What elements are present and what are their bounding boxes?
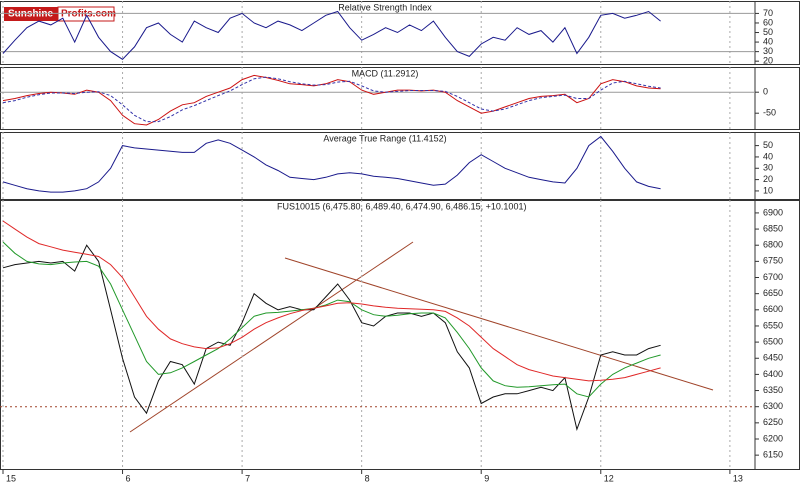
y-tick-label: 6500 (763, 336, 783, 346)
x-tick-label: 8 (365, 473, 370, 483)
y-tick-label: 6800 (763, 240, 783, 250)
y-tick-label: 6250 (763, 417, 783, 427)
logo-box (4, 7, 58, 21)
x-tick-label: 6 (126, 473, 131, 483)
series-line (2, 135, 661, 193)
x-tick-label: 13 (733, 473, 743, 483)
y-tick-label: 6700 (763, 272, 783, 282)
panel-title: MACD (11.2912) (352, 68, 419, 78)
y-tick-label: 6550 (763, 320, 783, 330)
y-tick-label: 6350 (763, 385, 783, 395)
y-tick-label: 0 (763, 87, 768, 97)
series-line (2, 10, 661, 60)
logo-text: Sunshine (8, 9, 53, 20)
y-tick-label: 6850 (763, 223, 783, 233)
panel-title: Relative Strength Index (338, 2, 432, 12)
y-tick-label: 6300 (763, 401, 783, 411)
y-tick-label: 30 (763, 46, 773, 56)
y-tick-label: 20 (763, 56, 773, 66)
series-line (2, 244, 661, 432)
y-tick-label: 60 (763, 17, 773, 27)
x-tick-label: 9 (484, 473, 489, 483)
y-tick-label: 70 (763, 8, 773, 18)
y-tick-label: 50 (763, 27, 773, 37)
y-tick-label: -50 (763, 108, 776, 118)
y-tick-label: 6150 (763, 450, 783, 460)
y-tick-label: 50 (763, 140, 773, 150)
x-tick-label: 15 (6, 473, 16, 483)
y-tick-label: 20 (763, 174, 773, 184)
y-tick-label: 40 (763, 36, 773, 46)
y-tick-label: 6600 (763, 304, 783, 314)
y-tick-label: 6750 (763, 256, 783, 266)
y-tick-label: 40 (763, 151, 773, 161)
series-line (2, 241, 661, 398)
logo-text: Profits.com (61, 9, 116, 20)
y-tick-label: 6200 (763, 433, 783, 443)
panel-title: FUS10015 (6,475.80, 6,489.40, 6,474.90, … (277, 201, 526, 211)
y-tick-label: 30 (763, 163, 773, 173)
y-tick-label: 6450 (763, 353, 783, 363)
panel-title: Average True Range (11.4152) (323, 133, 446, 143)
x-tick-label: 7 (245, 473, 250, 483)
logo-box (57, 6, 115, 22)
series-line (2, 76, 661, 123)
trend-line (129, 241, 414, 433)
y-tick-label: 6400 (763, 369, 783, 379)
series-line (2, 220, 661, 382)
y-tick-label: 6650 (763, 288, 783, 298)
y-tick-label: 6900 (763, 207, 783, 217)
x-tick-label: 12 (604, 473, 614, 483)
y-tick-label: 10 (763, 185, 773, 195)
logo: Sunshine Profits.com (4, 6, 116, 22)
series-line (2, 74, 661, 126)
